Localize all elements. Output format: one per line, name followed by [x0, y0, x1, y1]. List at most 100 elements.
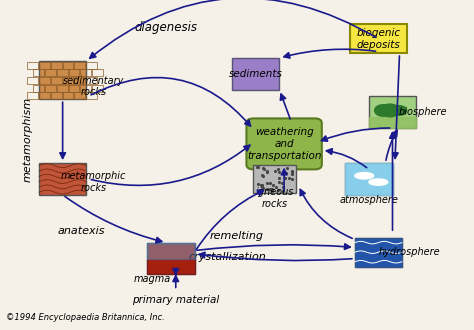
- Point: [257, 182, 265, 187]
- Point: [278, 180, 285, 185]
- FancyBboxPatch shape: [246, 118, 322, 169]
- Point: [269, 182, 277, 187]
- Bar: [74, 92, 85, 99]
- Text: remelting: remelting: [210, 231, 264, 241]
- Text: primary material: primary material: [132, 295, 219, 305]
- Bar: [69, 69, 79, 76]
- Bar: [254, 165, 296, 193]
- Bar: [27, 77, 38, 84]
- Point: [258, 172, 265, 178]
- Bar: [74, 62, 85, 69]
- Bar: [45, 69, 56, 76]
- Bar: [80, 85, 91, 92]
- Bar: [39, 61, 86, 99]
- Point: [272, 184, 280, 189]
- Bar: [33, 69, 44, 76]
- Text: biosphere: biosphere: [399, 107, 447, 117]
- Text: sediments: sediments: [229, 69, 283, 79]
- Bar: [39, 92, 50, 99]
- Point: [275, 175, 283, 181]
- Bar: [51, 62, 62, 69]
- Point: [282, 175, 289, 181]
- Point: [255, 189, 262, 194]
- Bar: [346, 163, 392, 195]
- Bar: [27, 62, 38, 69]
- Bar: [39, 163, 86, 195]
- Text: anatexis: anatexis: [58, 226, 105, 237]
- Bar: [147, 243, 195, 275]
- Point: [283, 171, 290, 176]
- Bar: [69, 85, 79, 92]
- Bar: [63, 92, 73, 99]
- Point: [288, 168, 295, 174]
- Bar: [45, 85, 56, 92]
- Text: hydrosphere: hydrosphere: [378, 247, 440, 257]
- Point: [280, 188, 287, 193]
- Bar: [39, 77, 50, 84]
- Point: [264, 187, 271, 192]
- Bar: [51, 92, 62, 99]
- Bar: [63, 77, 73, 84]
- Point: [289, 171, 296, 176]
- Point: [275, 179, 283, 184]
- Bar: [86, 77, 97, 84]
- Point: [254, 181, 262, 186]
- Ellipse shape: [355, 173, 374, 179]
- Point: [279, 184, 286, 190]
- Bar: [86, 62, 97, 69]
- Point: [288, 177, 295, 182]
- Point: [283, 165, 291, 170]
- Text: crystallization: crystallization: [189, 252, 266, 262]
- Point: [263, 181, 271, 186]
- Text: biogenic
deposits: biogenic deposits: [356, 28, 401, 50]
- Bar: [86, 92, 97, 99]
- Ellipse shape: [369, 179, 388, 185]
- Circle shape: [374, 105, 392, 116]
- Bar: [80, 69, 91, 76]
- Bar: [27, 92, 38, 99]
- Text: weathering
and
transportation: weathering and transportation: [247, 127, 321, 160]
- Circle shape: [381, 104, 400, 117]
- Point: [259, 174, 266, 179]
- Point: [266, 180, 273, 185]
- Point: [268, 188, 276, 193]
- Point: [263, 168, 271, 173]
- Bar: [39, 62, 50, 69]
- Point: [254, 164, 261, 169]
- Point: [275, 169, 283, 175]
- Text: ©1994 Encyclopaedia Britannica, Inc.: ©1994 Encyclopaedia Britannica, Inc.: [6, 313, 165, 322]
- Bar: [369, 96, 416, 128]
- Bar: [92, 85, 103, 92]
- Point: [274, 166, 282, 171]
- Bar: [57, 69, 68, 76]
- Bar: [74, 77, 85, 84]
- Point: [260, 166, 268, 172]
- Text: diagenesis: diagenesis: [135, 21, 198, 34]
- Bar: [355, 238, 402, 267]
- Text: atmosphere: atmosphere: [339, 195, 398, 205]
- FancyBboxPatch shape: [232, 58, 279, 90]
- Point: [260, 185, 267, 191]
- Bar: [63, 62, 73, 69]
- Text: magma: magma: [134, 274, 171, 284]
- Point: [264, 169, 271, 175]
- Text: igneous
rocks: igneous rocks: [255, 187, 294, 209]
- Bar: [57, 85, 68, 92]
- Bar: [33, 85, 44, 92]
- Bar: [51, 77, 62, 84]
- Text: metamorphic
rocks: metamorphic rocks: [61, 171, 126, 193]
- Point: [258, 184, 266, 189]
- Point: [274, 187, 282, 192]
- Text: metamorphism: metamorphism: [22, 97, 32, 182]
- Point: [269, 186, 276, 191]
- Point: [266, 186, 274, 191]
- Point: [253, 164, 260, 170]
- Circle shape: [392, 106, 407, 115]
- Point: [259, 166, 266, 171]
- Point: [289, 169, 296, 175]
- Point: [258, 182, 265, 188]
- Point: [272, 169, 279, 174]
- Text: sedimentary
rocks: sedimentary rocks: [63, 76, 124, 97]
- Bar: [92, 69, 103, 76]
- Point: [285, 176, 292, 181]
